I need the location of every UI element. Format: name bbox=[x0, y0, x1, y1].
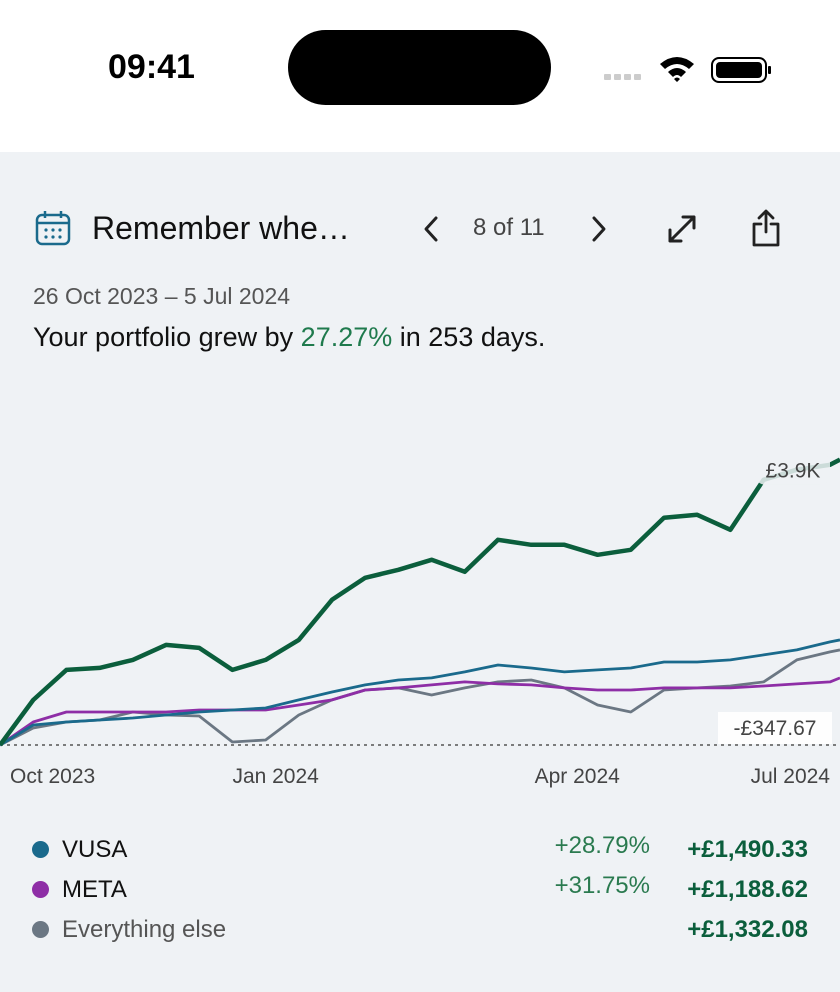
dynamic-island bbox=[288, 30, 551, 105]
date-range: 26 Oct 2023 – 5 Jul 2024 bbox=[33, 283, 291, 309]
next-button[interactable] bbox=[586, 214, 612, 244]
expand-button[interactable] bbox=[665, 212, 699, 246]
legend-name: META bbox=[62, 876, 127, 903]
legend-change: +£1,332.08 bbox=[687, 916, 808, 943]
chart: Oct 2023 Jan 2024 Apr 2024 Jul 2024 £3.9K -£3… bbox=[0, 452, 840, 788]
value-annotation: £3.9K bbox=[766, 460, 821, 483]
share-button[interactable] bbox=[750, 208, 782, 248]
series-line bbox=[0, 457, 840, 747]
min-annotation: -£347.67 bbox=[734, 717, 817, 740]
status-bar: 09:41 bbox=[0, 0, 840, 152]
clock: 09:41 bbox=[108, 48, 195, 86]
series-line bbox=[0, 648, 840, 747]
x-tick-label: Apr 2024 bbox=[535, 765, 621, 788]
summary-text: Your portfolio grew by bbox=[33, 322, 294, 352]
status-icons bbox=[604, 57, 771, 83]
summary-text: in 253 days. bbox=[399, 322, 546, 352]
legend-change-pct: +31.75% bbox=[554, 872, 650, 899]
legend-row: META +31.75% +£1,188.62 bbox=[0, 872, 840, 908]
legend-swatch bbox=[32, 921, 49, 938]
summary: Your portfolio grew by 27.27% in 253 day… bbox=[33, 322, 545, 353]
series-line bbox=[0, 638, 840, 747]
legend-name: VUSA bbox=[62, 836, 128, 863]
annotation-bg bbox=[755, 452, 830, 485]
x-tick-label: Oct 2023 bbox=[10, 765, 95, 788]
legend-swatch bbox=[32, 881, 49, 898]
calendar-icon bbox=[35, 211, 71, 246]
legend-row: Everything else +£1,332.08 bbox=[0, 912, 840, 948]
annotation-bg bbox=[718, 712, 832, 744]
series-line bbox=[0, 676, 840, 747]
growth: 27.27% bbox=[300, 322, 393, 352]
legend-row: VUSA +28.79% +£1,490.33 bbox=[0, 832, 840, 868]
legend-change: +£1,490.33 bbox=[687, 836, 808, 863]
x-tick-label: Jul 2024 bbox=[751, 765, 831, 788]
card-title: Remember whe… bbox=[92, 210, 350, 246]
legend-change-pct: +28.79% bbox=[554, 832, 650, 859]
legend-change: +£1,188.62 bbox=[687, 876, 808, 903]
pager: 8 of 11 bbox=[473, 214, 545, 241]
x-tick-label: Jan 2024 bbox=[232, 765, 319, 788]
legend-swatch bbox=[32, 841, 49, 858]
legend-name: Everything else bbox=[62, 916, 227, 943]
prev-button[interactable] bbox=[418, 214, 444, 244]
